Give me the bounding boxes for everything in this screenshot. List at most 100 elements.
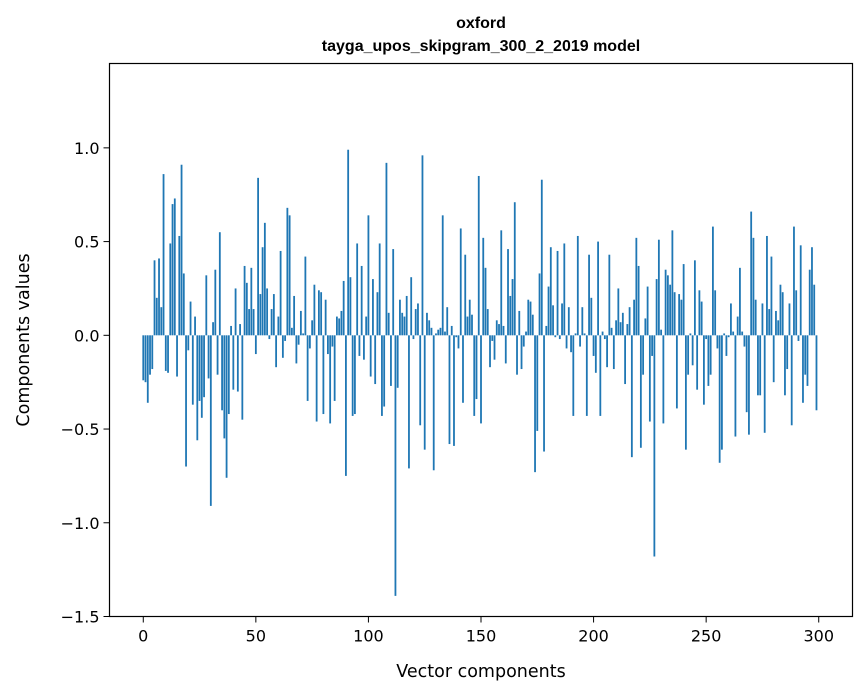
bar (655, 279, 658, 336)
bar (203, 335, 205, 398)
bar (671, 230, 674, 336)
bar (437, 329, 440, 336)
bar (345, 335, 347, 476)
bar (421, 155, 424, 336)
bar (563, 243, 566, 336)
bar (599, 335, 602, 416)
bar (239, 324, 241, 336)
bar (626, 324, 629, 336)
bar (484, 267, 487, 336)
bar (513, 202, 516, 336)
bar (527, 299, 530, 336)
bar (480, 335, 482, 424)
bar (356, 243, 359, 336)
bar (376, 292, 379, 336)
bar (558, 335, 561, 340)
bar (531, 314, 534, 336)
bar (707, 335, 710, 386)
bar (583, 333, 586, 336)
bar (383, 335, 386, 407)
bar (151, 335, 154, 370)
x-tick-label: 250 (691, 627, 722, 646)
bar (561, 303, 563, 336)
bar (612, 335, 615, 370)
bar (444, 331, 446, 336)
bar (227, 335, 230, 415)
bar (317, 290, 320, 336)
bar (270, 309, 273, 336)
bar (741, 331, 744, 336)
bar (687, 335, 690, 375)
bar (428, 320, 431, 336)
bar (360, 265, 363, 336)
bar (678, 294, 681, 336)
bar (696, 335, 699, 390)
bar (374, 335, 377, 385)
bar (464, 254, 467, 336)
bar (176, 335, 178, 377)
bar (365, 316, 368, 336)
bar (579, 335, 581, 347)
bar (164, 335, 167, 371)
bar (482, 237, 485, 336)
bar (477, 175, 480, 336)
bar (727, 335, 730, 338)
bar (257, 177, 259, 336)
bar (673, 292, 676, 336)
bar (682, 264, 685, 336)
chart-title: oxford (456, 15, 506, 32)
bar (392, 249, 395, 336)
bar (315, 335, 318, 422)
bar (462, 335, 464, 403)
bar (167, 335, 169, 373)
bar (182, 273, 185, 336)
bar (308, 335, 311, 349)
bar (653, 335, 656, 557)
bar (342, 280, 345, 336)
bar (581, 307, 584, 336)
x-axis-ticks: 0 50 100 150 200 250 300 (138, 616, 834, 646)
bar (666, 275, 669, 336)
bar (489, 335, 491, 368)
bar (529, 301, 532, 336)
bar (549, 247, 552, 336)
bar (520, 335, 523, 370)
bar (475, 335, 478, 400)
bar (781, 292, 784, 336)
bar (790, 335, 793, 426)
bar (763, 335, 766, 433)
bar (268, 335, 271, 340)
bar (468, 299, 471, 336)
bar (149, 335, 151, 375)
bar (516, 335, 518, 375)
bar (189, 301, 192, 336)
bar (588, 254, 590, 336)
bar (574, 333, 577, 336)
bar (435, 333, 437, 336)
bar (347, 149, 350, 336)
bar (750, 211, 753, 336)
bar (779, 284, 782, 336)
bar (804, 335, 807, 375)
bar (590, 297, 593, 336)
bar (185, 335, 187, 467)
bar (171, 204, 174, 336)
bar (322, 335, 325, 415)
bar (633, 299, 635, 336)
bar (207, 335, 210, 379)
bar (457, 335, 460, 349)
bar (250, 267, 253, 336)
bar (664, 269, 667, 336)
x-tick-label: 0 (138, 627, 148, 646)
bar (617, 288, 620, 336)
bar (441, 215, 444, 336)
bar (243, 265, 246, 336)
bar (218, 232, 221, 336)
bar (594, 335, 597, 373)
bar (158, 258, 160, 336)
bar (567, 307, 570, 336)
bar (705, 335, 708, 340)
bar (327, 335, 329, 355)
bar (669, 284, 672, 336)
